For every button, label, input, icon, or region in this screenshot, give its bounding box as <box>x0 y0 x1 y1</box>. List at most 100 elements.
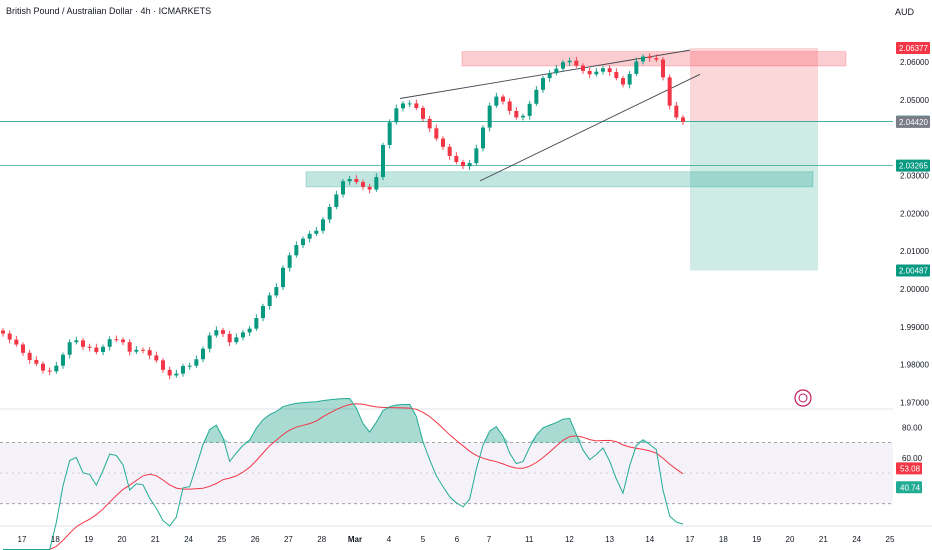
candle <box>281 267 285 288</box>
candle <box>374 177 379 190</box>
candle <box>27 352 32 361</box>
price-label-box <box>896 159 930 172</box>
chart-title: British Pound / Australian Dollar · 4h ·… <box>6 6 212 16</box>
candle <box>241 332 245 338</box>
candle <box>101 346 105 353</box>
candle <box>587 70 592 75</box>
candle <box>341 181 345 195</box>
candle <box>481 127 485 149</box>
candle <box>574 60 579 66</box>
candle <box>561 62 565 69</box>
price-tick-label: 2.05000 <box>900 96 929 105</box>
time-tick-label: 27 <box>284 535 293 544</box>
candle <box>154 355 159 361</box>
candle <box>334 194 339 207</box>
candle <box>87 346 92 348</box>
time-tick-label: 21 <box>151 535 160 544</box>
candle <box>34 360 39 364</box>
time-tick-label: 24 <box>852 535 861 544</box>
indicator-logo-icon <box>794 389 812 407</box>
candle <box>507 101 512 111</box>
candle <box>541 78 545 90</box>
candle <box>47 370 52 372</box>
candle <box>261 305 265 319</box>
candle <box>121 339 125 343</box>
candle <box>594 71 599 75</box>
demand-zone <box>305 171 814 188</box>
candle <box>14 339 19 345</box>
time-tick-label: 20 <box>118 535 127 544</box>
candle <box>254 318 259 329</box>
candle <box>127 342 132 352</box>
candle <box>681 117 685 122</box>
candle <box>361 182 365 187</box>
candle <box>447 146 452 156</box>
candle <box>201 348 205 360</box>
candle <box>267 295 272 306</box>
candle <box>367 186 372 190</box>
candle <box>407 103 412 105</box>
time-tick-label: 26 <box>251 535 260 544</box>
candle <box>461 161 465 167</box>
candle <box>501 96 505 102</box>
candle <box>327 206 332 220</box>
time-tick-label: 17 <box>18 535 27 544</box>
candle <box>207 335 212 349</box>
candle <box>354 178 359 183</box>
rsi-value-box <box>896 462 922 475</box>
time-tick-label: 5 <box>421 535 426 544</box>
time-tick-label: 13 <box>605 535 614 544</box>
time-tick-label: 11 <box>525 535 534 544</box>
rsi-overbought-fill <box>3 398 683 443</box>
candle <box>527 103 532 116</box>
candle <box>421 107 425 119</box>
candle <box>161 360 165 370</box>
price-tick-label: 2.06000 <box>900 58 929 67</box>
candle <box>54 365 59 372</box>
candle <box>234 337 239 343</box>
price-tick-label: 1.99000 <box>900 323 929 332</box>
time-tick-label: 6 <box>455 535 460 544</box>
candle <box>427 118 432 129</box>
candle <box>467 163 472 167</box>
price-tick-label: 2.02000 <box>900 209 929 218</box>
candle <box>1 330 5 334</box>
candle <box>67 342 72 355</box>
rsi-line <box>3 397 684 550</box>
candle <box>554 68 559 74</box>
time-tick-label: 28 <box>317 535 326 544</box>
candle <box>494 96 499 106</box>
price-label: 2.06377 <box>899 44 928 53</box>
time-tick-label: 20 <box>786 535 795 544</box>
time-tick-label: 4 <box>387 535 392 544</box>
time-tick-label: Mar <box>348 535 362 544</box>
supply-zone <box>461 51 847 67</box>
time-tick-label: 14 <box>645 535 654 544</box>
candle <box>167 369 172 376</box>
time-tick-label: 18 <box>719 535 728 544</box>
candle <box>294 245 299 256</box>
candle <box>21 344 25 353</box>
candle <box>614 72 619 79</box>
candle <box>441 138 445 147</box>
candle <box>654 58 659 60</box>
currency-label: AUD <box>894 7 914 17</box>
candle <box>401 103 405 109</box>
candle <box>301 238 305 246</box>
candle <box>381 144 385 178</box>
candle <box>601 68 605 72</box>
candle <box>394 108 399 123</box>
candle <box>634 61 639 74</box>
candle <box>661 59 665 78</box>
rsi-value-box <box>896 481 922 494</box>
candle <box>607 68 612 73</box>
time-tick-label: 25 <box>217 535 226 544</box>
position-stop-zone <box>690 47 818 122</box>
candle <box>214 330 219 336</box>
price-tick-label: 2.03000 <box>900 172 929 181</box>
time-tick-label: 19 <box>84 535 93 544</box>
candle <box>387 122 392 145</box>
price-tick-label: 1.97000 <box>900 398 929 407</box>
candle <box>287 255 292 268</box>
